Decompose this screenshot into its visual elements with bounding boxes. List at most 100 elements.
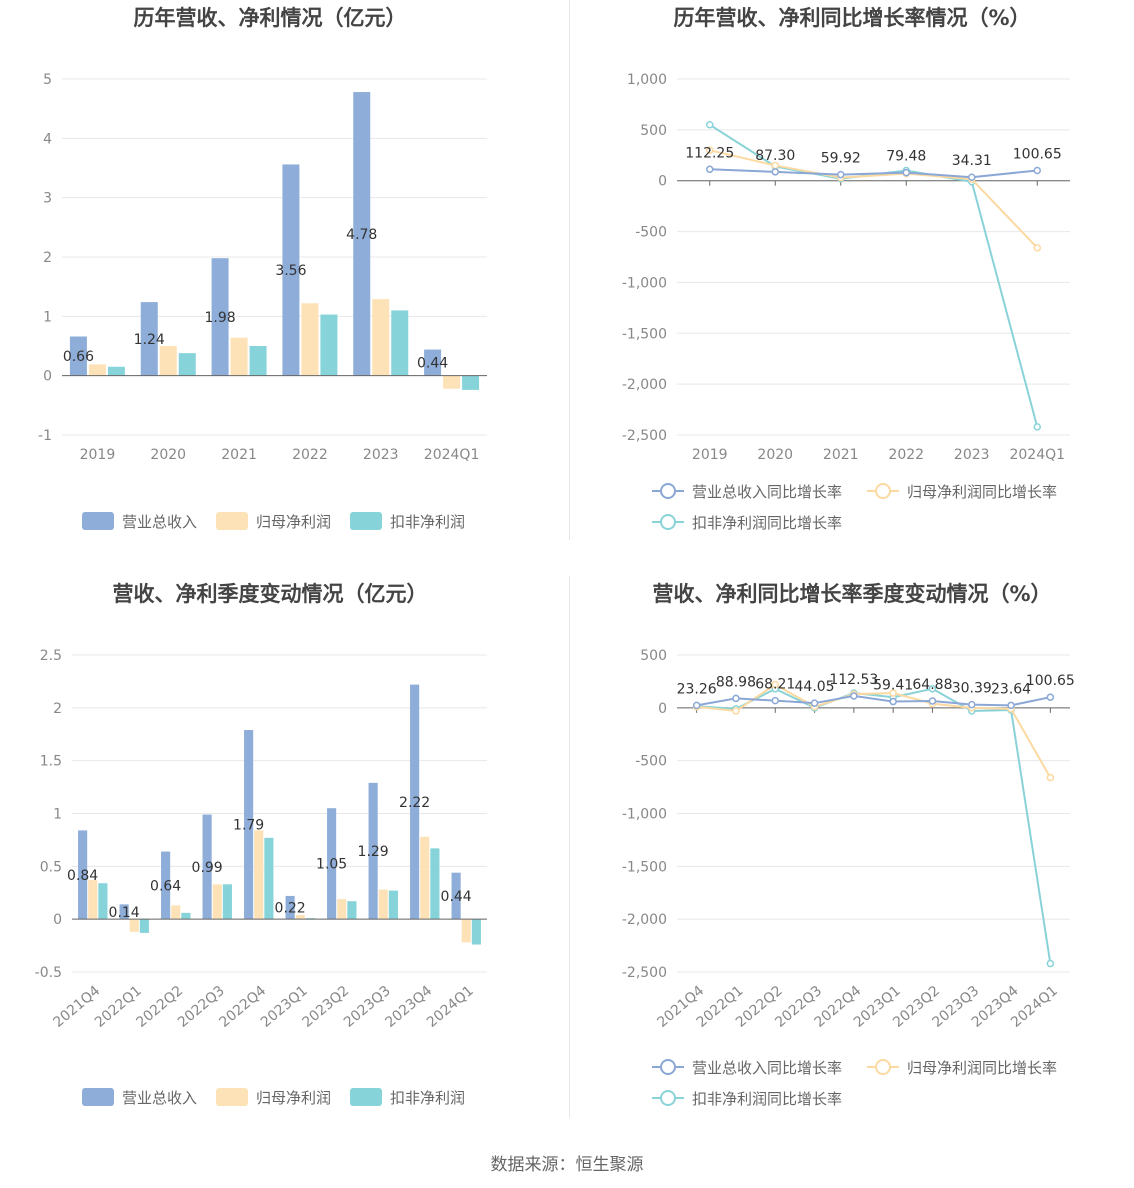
- data-label: 79.48: [886, 149, 926, 165]
- legend-label: 扣非净利润同比增长率: [692, 1090, 842, 1108]
- x-tick-label: 2021: [221, 447, 257, 463]
- y-tick-label: 5: [43, 72, 52, 88]
- bar-deducted-profit: [107, 366, 125, 376]
- y-tick-label: -1,500: [622, 326, 667, 342]
- legend-swatch: [350, 512, 382, 530]
- y-tick-label: 1.5: [40, 754, 62, 770]
- y-tick-label: -2,000: [622, 912, 667, 928]
- chart-title: 历年营收、净利情况（亿元）: [134, 6, 407, 30]
- x-tick-label: 2020: [757, 447, 793, 463]
- legend-label: 归母净利润: [256, 513, 331, 531]
- legend-marker: [875, 483, 891, 499]
- y-tick-label: -500: [635, 754, 667, 770]
- data-label: 100.65: [1026, 673, 1075, 689]
- series-point: [771, 696, 779, 705]
- bar-revenue: [424, 349, 442, 376]
- bar-net-profit: [212, 884, 222, 920]
- bar-deducted-profit: [388, 890, 398, 920]
- bar-revenue: [410, 684, 420, 920]
- data-label: 0.66: [63, 349, 94, 365]
- bar-net-profit: [378, 889, 388, 920]
- series-line-0: [709, 168, 1038, 179]
- legend-label: 归母净利润同比增长率: [907, 483, 1057, 501]
- legend-label: 扣非净利润同比增长率: [692, 514, 842, 532]
- series-point: [850, 692, 858, 700]
- legend-swatch: [82, 1088, 114, 1106]
- data-source-note: 数据来源：恒生聚源: [490, 1155, 644, 1175]
- series-point: [732, 694, 740, 703]
- bar-deducted-profit: [249, 346, 267, 376]
- annual-growth-rate-chart: 历年营收、净利同比增长率情况（%） 1,000 500 0 -500 -1,000 -1,5…: [567, 0, 1134, 574]
- series-line-1: [709, 149, 1038, 249]
- x-tick-label: 2024Q1: [424, 447, 480, 463]
- chart-title: 营收、净利同比增长率季度变动情况（%）: [652, 582, 1051, 606]
- data-label: 0.64: [150, 878, 181, 894]
- series-point: [928, 697, 937, 705]
- y-tick-label: 0: [43, 369, 52, 385]
- data-label: 3.56: [275, 263, 306, 279]
- x-tick-label: 2022: [292, 447, 328, 463]
- bar-deducted-profit: [305, 918, 315, 920]
- y-tick-label: -500: [635, 225, 667, 241]
- data-label: 1.05: [316, 857, 347, 873]
- bar-net-profit: [159, 346, 177, 376]
- bar-revenue: [327, 808, 337, 920]
- bar-net-profit: [171, 905, 181, 920]
- bar-deducted-profit: [462, 375, 480, 390]
- vertical-divider-bottom: [569, 576, 570, 1118]
- legend-label: 营业总收入同比增长率: [692, 483, 842, 501]
- bar-deducted-profit: [320, 314, 338, 376]
- bar-deducted-profit: [178, 353, 196, 376]
- series-line-2: [696, 687, 1052, 964]
- data-label: 23.64: [991, 681, 1031, 697]
- bar-revenue: [368, 782, 378, 920]
- data-label: 1.24: [134, 332, 165, 348]
- series-point: [968, 700, 976, 709]
- legend-swatch: [82, 512, 114, 530]
- chart-canvas: 营收、净利季度变动情况（亿元）2.521.510.50-0.50.842021Q…: [35, 582, 487, 1107]
- bar-deducted-profit: [222, 884, 232, 920]
- annual-revenue-profit-chart: 历年营收、净利情况（亿元） 5 4 3 2 1 0 -1 0.66 2019 1.24 2020 1.9…: [0, 0, 567, 574]
- bar-revenue: [211, 258, 229, 376]
- data-label: 0.99: [192, 860, 223, 876]
- y-tick-label: 0: [53, 912, 62, 928]
- series-point: [706, 121, 714, 129]
- y-tick-label: -0.5: [35, 965, 62, 981]
- data-label: 0.22: [275, 901, 306, 917]
- chart-title: 历年营收、净利同比增长率情况（%）: [673, 6, 1030, 30]
- y-tick-label: 2.5: [40, 648, 62, 664]
- legend-swatch: [216, 1088, 248, 1106]
- bar-net-profit: [88, 364, 106, 376]
- data-label: 1.98: [204, 310, 235, 326]
- bar-revenue: [353, 92, 371, 376]
- y-tick-label: 500: [640, 648, 667, 664]
- bar-revenue: [161, 851, 171, 920]
- legend-label: 归母净利润同比增长率: [907, 1059, 1057, 1077]
- y-tick-label: -1,500: [622, 859, 667, 875]
- y-tick-label: 1: [53, 807, 62, 823]
- bar-deducted-profit: [471, 919, 481, 945]
- data-label: 23.26: [677, 681, 717, 697]
- series-point: [810, 699, 819, 707]
- x-tick-label: 2019: [80, 447, 116, 463]
- legend-marker: [875, 1059, 891, 1075]
- series-point: [771, 680, 779, 689]
- series-line-1: [696, 683, 1052, 779]
- legend-label: 扣非净利润: [390, 1089, 465, 1107]
- data-label: 2.22: [399, 795, 430, 811]
- bar-deducted-profit: [181, 912, 191, 920]
- y-tick-label: 3: [43, 191, 52, 207]
- bar-revenue: [285, 895, 295, 920]
- series-point: [889, 689, 897, 697]
- chart-canvas: 历年营收、净利情况（亿元） 5 4 3 2 1 0 -1 0.66 2019 1.24 2020 1.9…: [38, 6, 487, 531]
- bar-deducted-profit: [98, 883, 108, 920]
- data-label: 88.98: [716, 674, 756, 690]
- data-label: 4.78: [346, 227, 377, 243]
- bar-deducted-profit: [139, 919, 149, 933]
- series-point: [837, 170, 845, 179]
- legend-label: 营业总收入: [122, 513, 197, 531]
- y-tick-label: 0: [658, 174, 667, 190]
- bar-deducted-profit: [391, 310, 409, 376]
- x-tick-label: 2020: [150, 447, 186, 463]
- bar-net-profit: [337, 899, 347, 920]
